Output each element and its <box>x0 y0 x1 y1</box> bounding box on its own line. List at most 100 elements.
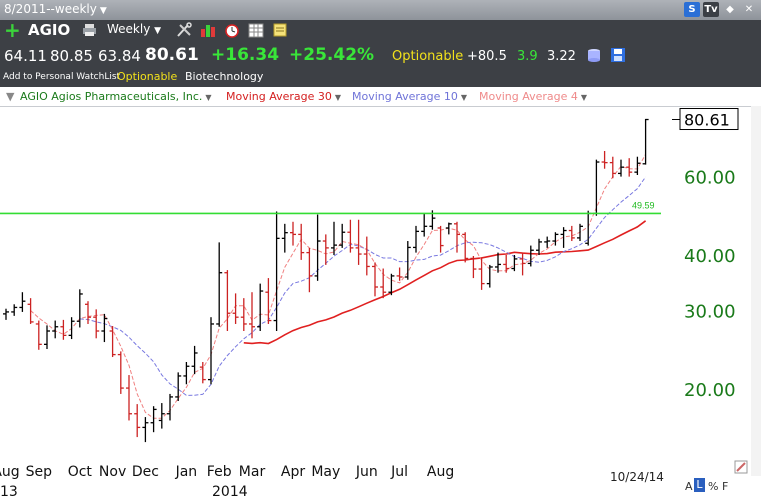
y-tick-label: 40.00 <box>684 246 736 267</box>
open-price: 64.11 <box>4 47 47 65</box>
ohlc-bar <box>199 362 206 384</box>
calendar-grid-icon[interactable] <box>248 22 264 38</box>
ohlc-bar <box>388 273 395 296</box>
x-tick-label: May <box>311 464 340 480</box>
legend-company[interactable]: AGIO Agios Pharmaceuticals, Inc. ▼ <box>20 90 212 103</box>
resistance-group: 49.59 <box>0 200 661 215</box>
ohlc-bar <box>273 211 280 332</box>
ohlc-bar <box>437 225 444 253</box>
ohlc-bar <box>322 234 329 265</box>
quote-value-1: +80.5 <box>467 49 507 64</box>
scale-pct-button[interactable]: % <box>708 480 719 493</box>
ohlc-bar <box>421 213 428 237</box>
tv-button[interactable]: Tv <box>703 2 719 17</box>
ma10-line-group <box>79 176 647 396</box>
ohlc-bar <box>19 292 26 312</box>
ohlc-bar <box>519 253 526 276</box>
vertical-scrollbar[interactable] <box>751 106 761 476</box>
ohlc-bar <box>544 236 551 248</box>
ma4-line <box>30 154 647 419</box>
year-label: 13 <box>0 484 18 500</box>
bar-chart-icon[interactable] <box>200 22 216 38</box>
optionable-badge: Optionable <box>392 49 464 64</box>
ohlc-bar <box>11 304 18 316</box>
ohlc-bar <box>216 242 223 327</box>
low-price: 63.84 <box>98 47 141 65</box>
ohlc-bar <box>413 225 419 253</box>
ohlc-bar <box>306 247 313 293</box>
ohlc-bar <box>298 223 305 260</box>
ohlc-bar <box>372 262 378 297</box>
ohlc-bar <box>462 232 469 263</box>
alarm-clock-icon[interactable] <box>224 22 240 38</box>
scale-a-button[interactable]: A <box>685 480 693 493</box>
tools-icon[interactable] <box>176 22 192 38</box>
legend-ma30[interactable]: Moving Average 30 ▼ <box>226 90 342 103</box>
s-button[interactable]: S <box>684 2 700 17</box>
ohlc-bar <box>175 372 182 401</box>
x-tick-label: Aug <box>0 464 20 480</box>
x-tick-label: Feb <box>207 464 232 480</box>
chevron-down-icon[interactable]: ▼ <box>99 6 107 16</box>
ohlc-bar <box>568 225 575 242</box>
ohlc-bar <box>454 221 460 253</box>
ohlc-bar <box>150 406 157 433</box>
chevron-down-icon: ▼ <box>154 26 162 36</box>
ohlc-bar <box>396 267 403 281</box>
ohlc-bar <box>478 257 485 290</box>
add-to-watchlist-link[interactable]: Add to Personal WatchList <box>3 72 121 82</box>
ohlc-bar <box>560 227 567 248</box>
ohlc-bar <box>363 236 370 276</box>
scale-f-button[interactable]: F <box>722 480 729 493</box>
ohlc-bar <box>101 313 108 343</box>
ohlc-bar <box>503 255 510 273</box>
ohlc-bar <box>281 223 288 253</box>
ohlc-bar <box>495 252 501 273</box>
period-select[interactable]: Weekly ▼ <box>107 22 162 36</box>
ohlc-bar <box>527 245 534 267</box>
restore-icon[interactable]: ◆ <box>726 4 734 15</box>
add-symbol-icon[interactable]: + <box>4 18 21 42</box>
ohlc-bar <box>167 393 173 421</box>
window-title[interactable]: 8/2011--weekly ▼ <box>4 2 107 16</box>
symbol-label[interactable]: AGIO <box>28 21 71 39</box>
ohlc-bar <box>626 158 633 177</box>
legend-ma4[interactable]: Moving Average 4 ▼ <box>479 90 588 103</box>
printer-icon[interactable] <box>82 23 97 37</box>
legend-chevron-icon[interactable]: ▼ <box>6 90 15 103</box>
price-change: +16.34 <box>211 45 280 65</box>
ohlc-bar <box>76 289 83 328</box>
legend-ma10[interactable]: Moving Average 10 ▼ <box>352 90 468 103</box>
ohlc-bar <box>265 278 272 324</box>
database-icon[interactable] <box>586 47 602 63</box>
x-tick-label: Jul <box>390 464 408 480</box>
ohlc-bar <box>240 298 247 332</box>
quote-value-2: 3.9 <box>517 49 538 64</box>
y-tick-label: 30.00 <box>684 302 736 323</box>
ohlc-bar <box>232 293 239 324</box>
ohlc-bar <box>339 223 346 248</box>
resistance-label: 49.59 <box>632 200 655 210</box>
x-tick-label: Mar <box>239 464 266 480</box>
date-label: 10/24/14 <box>610 470 664 484</box>
ma30-line <box>243 220 647 345</box>
ohlc-bar <box>142 417 149 443</box>
ohlc-bar <box>134 404 141 438</box>
chart-legend: ▼ AGIO Agios Pharmaceuticals, Inc. ▼ Movi… <box>0 87 761 107</box>
ohlc-bar <box>552 232 559 246</box>
ohlc-bar <box>609 156 616 179</box>
scale-l-button[interactable]: L <box>694 478 705 492</box>
ohlc-bar <box>404 241 411 280</box>
save-icon[interactable] <box>610 47 626 63</box>
ohlc-bar <box>27 298 34 324</box>
close-icon[interactable]: ✕ <box>744 4 754 15</box>
ohlc-bar <box>85 301 91 324</box>
pencil-icon[interactable] <box>734 460 748 474</box>
ohlc-bar <box>347 219 354 253</box>
ohlc-bar <box>191 345 198 375</box>
ohlc-bar <box>208 317 214 385</box>
note-icon[interactable] <box>272 22 288 38</box>
y-tick-label: 60.00 <box>684 168 736 189</box>
ohlc-bar <box>642 118 649 165</box>
